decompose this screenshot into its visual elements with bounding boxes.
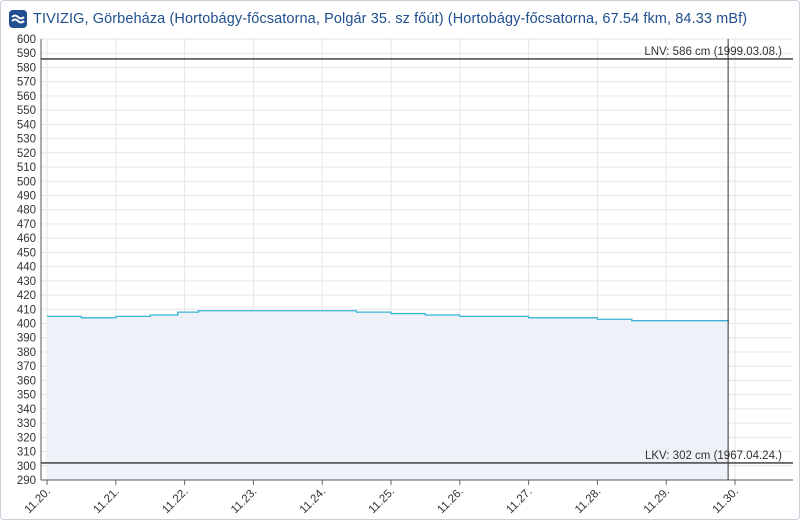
y-tick-label: 320 xyxy=(17,432,36,444)
y-tick-label: 460 xyxy=(17,233,36,245)
y-tick-label: 340 xyxy=(17,404,36,416)
x-tick-label: 11.30. xyxy=(711,486,741,516)
x-tick-label: 11.24. xyxy=(298,486,328,516)
y-tick-label: 450 xyxy=(17,247,36,259)
y-tick-label: 500 xyxy=(17,176,36,188)
y-tick-label: 420 xyxy=(17,290,36,302)
x-axis-ticks: 11.20. 11.21. 11.22. 11.23. 11.24. 11.25. 11.2… xyxy=(23,480,741,516)
y-tick-label: 550 xyxy=(17,105,36,117)
x-tick-label: 11.25. xyxy=(367,486,397,516)
x-tick-label: 11.20. xyxy=(23,486,53,516)
series-area-layer xyxy=(47,310,729,480)
x-tick-label: 11.22. xyxy=(160,486,190,516)
y-tick-label: 440 xyxy=(17,262,36,274)
y-tick-label: 300 xyxy=(17,461,36,473)
y-tick-label: 580 xyxy=(17,62,36,74)
y-tick-label: 370 xyxy=(17,361,36,373)
y-tick-label: 350 xyxy=(17,390,36,402)
y-tick-label: 510 xyxy=(17,162,36,174)
reference-lines: LNV: 586 cm (1999.03.08.) LKV: 302 cm (19… xyxy=(41,39,793,480)
y-tick-label: 520 xyxy=(17,148,36,160)
y-tick-label: 310 xyxy=(17,447,36,459)
chart-title: TIVIZIG, Görbeháza (Hortobágy-főcsatorna… xyxy=(33,11,748,27)
y-tick-label: 560 xyxy=(17,91,36,103)
y-tick-label: 330 xyxy=(17,418,36,430)
x-tick-label: 11.29. xyxy=(642,486,672,516)
y-tick-label: 470 xyxy=(17,219,36,231)
y-tick-label: 360 xyxy=(17,375,36,387)
chart-header: TIVIZIG, Görbeháza (Hortobágy-főcsatorna… xyxy=(6,6,792,32)
series-area xyxy=(47,310,729,480)
y-tick-label: 290 xyxy=(17,475,36,487)
x-tick-label: 11.26. xyxy=(435,486,465,516)
y-tick-label: 490 xyxy=(17,190,36,202)
x-tick-label: 11.23. xyxy=(229,486,259,516)
y-axis-ticks: 290 300 310 320 330 340 350 360 370 380 390 400 410 4… xyxy=(17,34,36,487)
tivizig-logo-icon xyxy=(9,10,27,28)
x-tick-label: 11.28. xyxy=(573,486,603,516)
y-tick-label: 380 xyxy=(17,347,36,359)
x-tick-label: 11.27. xyxy=(504,486,534,516)
y-tick-label: 400 xyxy=(17,319,36,331)
axes xyxy=(40,39,793,481)
y-tick-label: 570 xyxy=(17,77,36,89)
y-tick-label: 410 xyxy=(17,304,36,316)
y-tick-label: 480 xyxy=(17,205,36,217)
y-tick-label: 530 xyxy=(17,134,36,146)
y-tick-label: 590 xyxy=(17,48,36,60)
y-tick-label: 600 xyxy=(17,34,36,46)
x-tick-label: 11.21. xyxy=(91,486,121,516)
y-tick-label: 430 xyxy=(17,276,36,288)
y-tick-label: 540 xyxy=(17,119,36,131)
reference-line-label: LKV: 302 cm (1967.04.24.) xyxy=(645,450,782,462)
y-tick-label: 390 xyxy=(17,333,36,345)
series-line xyxy=(47,310,729,323)
reference-line-label: LNV: 586 cm (1999.03.08.) xyxy=(644,46,782,58)
